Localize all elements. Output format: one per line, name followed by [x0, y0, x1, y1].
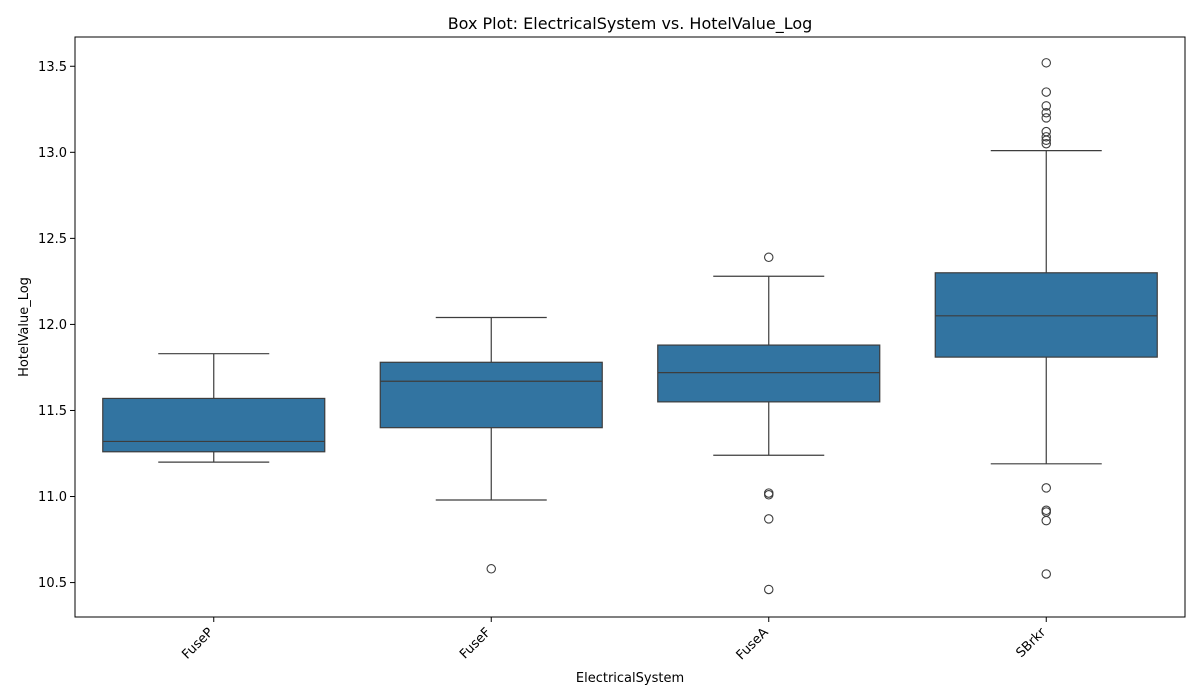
outlier-point [1041, 101, 1052, 111]
outlier-point [1041, 569, 1052, 579]
box-iqr [379, 361, 603, 429]
outlier-point [1041, 113, 1052, 123]
y-tick-label: 12.0 [38, 318, 67, 333]
x-tick-label: SBrkr [1013, 625, 1049, 661]
chart-title: Box Plot: ElectricalSystem vs. HotelValu… [448, 14, 813, 34]
box-iqr [934, 272, 1158, 358]
outlier-point [763, 514, 774, 524]
outlier-point [763, 252, 774, 263]
x-axis: FuseP FuseF FuseA SBrkr [179, 617, 1050, 663]
box-group-fusea [657, 252, 881, 595]
outlier-point [1041, 135, 1052, 146]
y-tick-label: 11.5 [38, 404, 67, 419]
outlier-point [1041, 132, 1052, 142]
outlier-point [1041, 87, 1052, 97]
box-iqr [102, 397, 326, 453]
box-group-sbrkr [934, 58, 1158, 579]
plot-frame [74, 36, 1186, 618]
y-tick-label: 11.0 [38, 490, 67, 505]
outlier-point [486, 564, 496, 574]
x-tick-label: FuseA [734, 625, 772, 663]
plot-area [102, 58, 1158, 595]
box-group-fusep [102, 353, 326, 463]
box-iqr [657, 344, 881, 403]
y-tick-label: 13.0 [38, 146, 67, 161]
x-tick-label: FuseF [457, 625, 494, 662]
outlier-point [1041, 483, 1052, 493]
outlier-point [1041, 107, 1052, 118]
outlier-point [763, 584, 774, 595]
outlier-point [1041, 58, 1052, 68]
outlier-point [763, 490, 774, 500]
y-tick-label: 12.5 [38, 232, 67, 247]
x-axis-label: ElectricalSystem [576, 671, 684, 686]
y-tick-label: 13.5 [38, 60, 67, 75]
y-tick-label: 10.5 [38, 576, 67, 591]
x-tick-label: FuseP [179, 625, 216, 662]
outlier-point [1041, 138, 1052, 149]
y-axis: 10.5 11.0 11.5 12.0 12.5 13.0 13.5 [38, 60, 75, 591]
box-group-fusef [379, 316, 603, 574]
outlier-point [1041, 515, 1052, 526]
y-axis-label: HotelValue_Log [17, 277, 32, 377]
